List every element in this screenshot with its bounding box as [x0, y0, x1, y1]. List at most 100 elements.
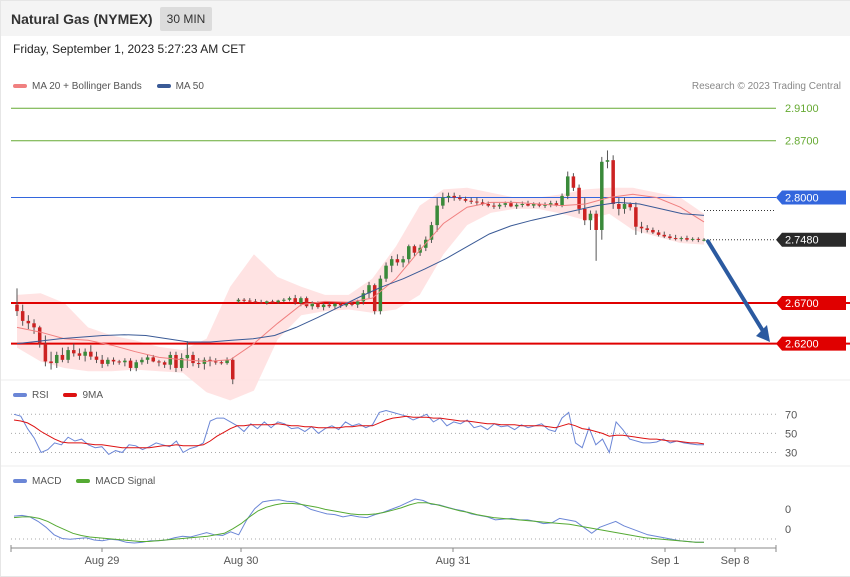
- ma20-swatch: [13, 84, 27, 89]
- candle-body: [321, 304, 326, 308]
- candle-body: [452, 195, 456, 198]
- candle-body: [372, 285, 377, 312]
- rsi-tick-label: 50: [785, 428, 797, 440]
- candle-body: [196, 363, 201, 365]
- candle-body: [378, 278, 383, 312]
- candle-body: [355, 301, 360, 305]
- candle-body: [611, 160, 615, 204]
- candle-body: [656, 232, 661, 235]
- candle-body: [412, 246, 417, 253]
- candle-body: [225, 359, 229, 364]
- candle-body: [600, 161, 604, 230]
- level-label-2.8700: 2.8700: [785, 136, 819, 148]
- level-label-2.7480: 2.7480: [785, 235, 819, 247]
- candle-body: [162, 362, 167, 365]
- candle-body: [208, 359, 212, 362]
- candle-body: [651, 229, 655, 233]
- candle-body: [492, 205, 496, 207]
- candle-body: [282, 299, 286, 301]
- candle-body: [441, 197, 445, 206]
- candle-body: [509, 203, 513, 207]
- candle-body: [469, 200, 473, 202]
- candle-body: [475, 201, 479, 203]
- candle-body: [702, 239, 706, 241]
- copyright-text: Research © 2023 Trading Central: [691, 81, 841, 92]
- candle-body: [299, 298, 303, 304]
- rsi-ma-swatch: [63, 393, 78, 398]
- time-axis-label: Aug 30: [224, 555, 259, 567]
- candle-body: [265, 301, 269, 304]
- candle-body: [26, 320, 31, 324]
- candle-body: [327, 304, 332, 307]
- candle-body: [497, 204, 502, 207]
- macd-swatch: [13, 479, 27, 484]
- candle-body: [350, 303, 354, 305]
- candle-body: [174, 354, 178, 368]
- candle-body: [54, 354, 59, 364]
- candle-body: [185, 354, 190, 359]
- level-label-2.8000: 2.8000: [785, 193, 819, 205]
- candle-body: [645, 228, 649, 230]
- candle-body: [526, 204, 530, 206]
- candle-body: [134, 362, 138, 368]
- level-tag-2.7480: [776, 232, 846, 247]
- timeframe-badge[interactable]: 30 MIN: [160, 7, 212, 31]
- rsi-ma-line: [13, 415, 705, 449]
- candle-body: [361, 293, 366, 302]
- time-axis-label: Sep 8: [721, 555, 750, 567]
- timestamp-text: Friday, September 1, 2023 5:27:23 AM CET: [13, 42, 246, 56]
- ma20-line: [16, 193, 705, 362]
- candle-body: [157, 361, 161, 363]
- candle-body: [15, 304, 19, 312]
- candle-body: [480, 202, 485, 204]
- candle-body: [100, 359, 104, 364]
- macd-tick-label: 0: [785, 504, 791, 516]
- candle-body: [531, 204, 536, 206]
- candle-body: [395, 259, 400, 263]
- candle-body: [565, 176, 570, 196]
- rsi-tick-label: 70: [785, 409, 797, 421]
- forecast-arrow-shaft: [706, 239, 768, 338]
- candle-body: [37, 327, 42, 344]
- level-label-2.6700: 2.6700: [785, 298, 819, 310]
- macd-tick-label: 0: [785, 524, 791, 536]
- candle-body: [83, 351, 87, 356]
- candle-body: [310, 303, 314, 307]
- candle-body: [140, 359, 144, 363]
- candle-body: [679, 238, 684, 240]
- candle-body: [248, 300, 252, 302]
- candle-body: [503, 203, 508, 205]
- candle-body: [123, 360, 127, 363]
- candle-body: [179, 358, 184, 368]
- candle-body: [435, 205, 439, 226]
- instrument-title: Natural Gas (NYMEX): [11, 11, 153, 27]
- candle-body: [202, 359, 207, 364]
- candle-body: [151, 357, 156, 362]
- candle-body: [230, 359, 235, 380]
- candle-body: [673, 238, 678, 240]
- candle-body: [32, 323, 36, 328]
- candle-body: [537, 204, 542, 206]
- candle-body: [548, 203, 553, 205]
- candle-body: [89, 351, 93, 357]
- candle-body: [219, 362, 224, 364]
- macd-legend: MACD MACD Signal: [13, 476, 167, 487]
- candle-body: [514, 204, 519, 207]
- candle-body: [628, 204, 632, 208]
- candle-body: [486, 204, 491, 206]
- level-tag-2.8000: [776, 190, 846, 205]
- candle-body: [696, 238, 701, 240]
- rsi-legend: RSI 9MA: [13, 390, 115, 401]
- candle-body: [463, 199, 468, 201]
- time-axis-label: Sep 1: [651, 555, 680, 567]
- candle-body: [583, 208, 587, 221]
- level-tag-2.6200: [776, 336, 846, 351]
- forecast-arrow-head: [756, 324, 770, 342]
- level-tag-2.6700: [776, 296, 846, 311]
- candle-body: [72, 350, 76, 354]
- candle-body: [43, 343, 48, 362]
- macd-signal-swatch: [76, 479, 91, 484]
- candle-body: [236, 299, 241, 302]
- candle-body: [617, 204, 621, 209]
